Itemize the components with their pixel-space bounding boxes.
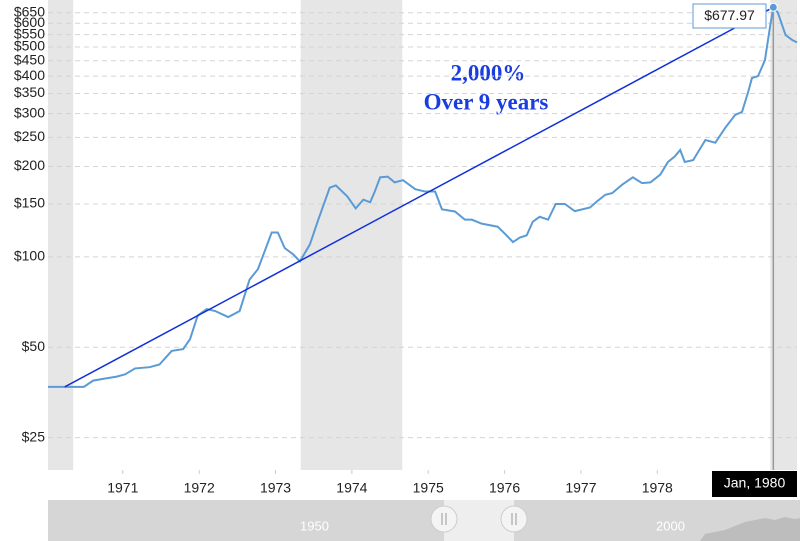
y-tick-label: $600 bbox=[14, 14, 45, 30]
y-tick-label: $100 bbox=[14, 248, 45, 264]
y-tick-label: $500 bbox=[14, 38, 45, 54]
shaded-band bbox=[48, 0, 74, 470]
tooltip-value: $677.97 bbox=[704, 7, 755, 23]
handle-grip bbox=[511, 513, 517, 525]
tooltip-box bbox=[692, 3, 767, 29]
navigator-handle[interactable] bbox=[500, 505, 528, 533]
x-tick-label: 1971 bbox=[107, 480, 138, 496]
shaded-band bbox=[300, 0, 403, 470]
y-tick-label: $550 bbox=[14, 25, 45, 41]
x-tick-label: 1973 bbox=[260, 480, 291, 496]
x-crosshair-label-box bbox=[712, 471, 797, 497]
y-tick-label: $200 bbox=[14, 157, 45, 173]
x-crosshair-label: Jan, 1980 bbox=[724, 475, 786, 491]
price-line bbox=[48, 4, 798, 388]
y-tick-label: $150 bbox=[14, 195, 45, 211]
y-tick-label: $450 bbox=[14, 51, 45, 67]
x-tick-label: 1977 bbox=[565, 480, 596, 496]
handle-grip bbox=[441, 513, 447, 525]
navigator-series bbox=[700, 517, 800, 541]
navigator-label: 2000 bbox=[656, 518, 685, 533]
trend-line bbox=[64, 6, 774, 388]
navigator-label: 1950 bbox=[300, 518, 329, 533]
y-tick-label: $50 bbox=[22, 338, 46, 354]
x-tick-label: 1976 bbox=[489, 480, 520, 496]
navigator bbox=[48, 500, 800, 541]
shaded-band bbox=[770, 0, 797, 470]
y-tick-label: $350 bbox=[14, 84, 45, 100]
y-tick-label: $300 bbox=[14, 104, 45, 120]
x-tick-label: 1972 bbox=[184, 480, 215, 496]
x-tick-label: 1978 bbox=[642, 480, 673, 496]
y-tick-label: $400 bbox=[14, 67, 45, 83]
y-tick-label: $250 bbox=[14, 128, 45, 144]
y-tick-label: $25 bbox=[22, 428, 46, 444]
annotation: 2,000% bbox=[451, 60, 526, 85]
y-tick-label: $650 bbox=[14, 3, 45, 19]
peak-marker bbox=[768, 2, 778, 12]
x-tick-label: 1974 bbox=[336, 480, 367, 496]
x-tick-label: 1975 bbox=[413, 480, 444, 496]
navigator-handle[interactable] bbox=[430, 505, 458, 533]
